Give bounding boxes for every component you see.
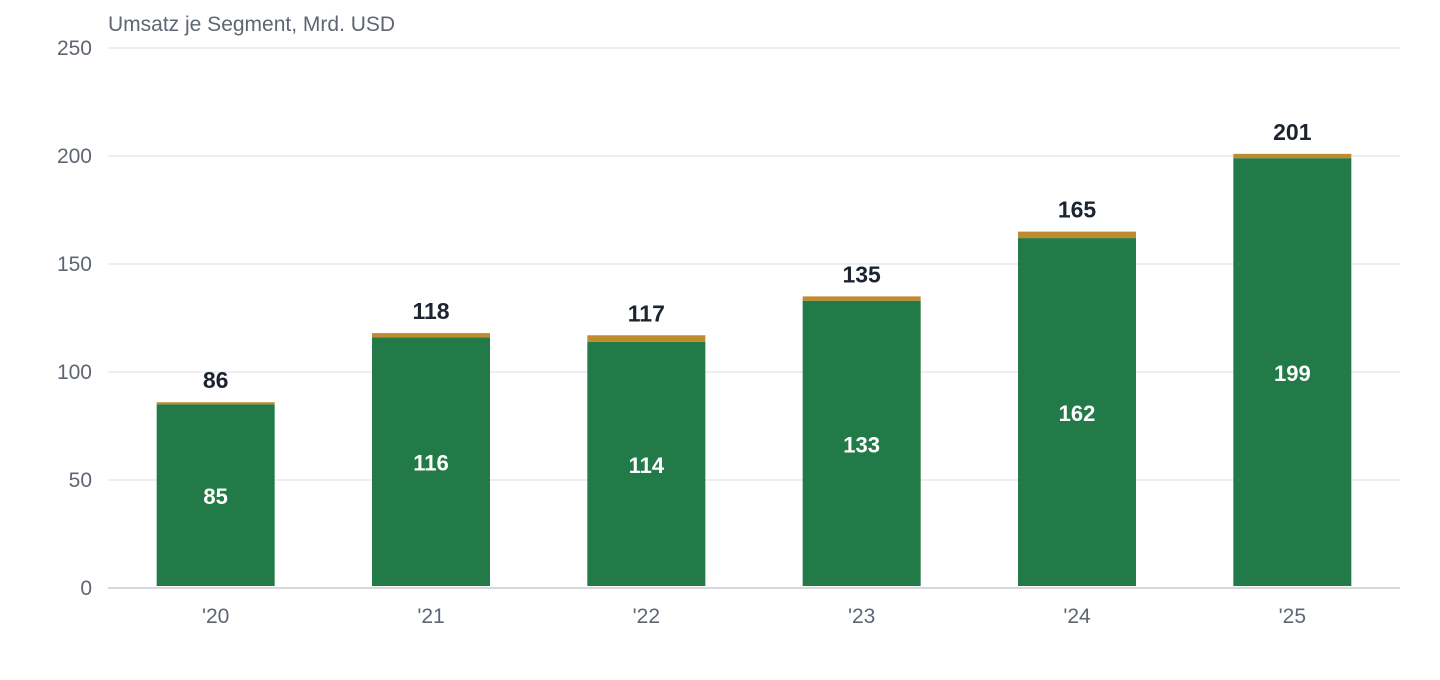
- y-tick-label: 250: [57, 37, 92, 60]
- bar-segment-main: [156, 404, 275, 586]
- bar-segment-main: [372, 337, 490, 586]
- x-tick-label: '22: [633, 605, 660, 628]
- bar-segment-main: [587, 341, 706, 586]
- y-axis-ticks: 0 50 100 150 200 250: [57, 37, 92, 600]
- bar-segment-main: [802, 300, 921, 586]
- x-tick-label: '23: [848, 605, 875, 628]
- bar-segment-main: [1233, 158, 1352, 586]
- y-tick-label: 200: [57, 145, 92, 168]
- x-axis-ticks: '20 '21 '22 '23 '24 '25: [202, 605, 1306, 628]
- data-labels: 85 86 116 118 114 117 133 135 162 165 199 201: [203, 119, 1312, 509]
- x-tick-label: '24: [1063, 605, 1091, 628]
- bar-segment-top: [1233, 153, 1352, 159]
- bar-total-label: 165: [1058, 197, 1097, 223]
- bar-total-label: 135: [842, 261, 881, 287]
- bar-segment-top: [372, 333, 490, 338]
- gridlines: [108, 47, 1400, 589]
- bar-value-label: 85: [203, 484, 227, 509]
- bar-total-label: 118: [412, 298, 449, 324]
- bar-total-label: 117: [628, 300, 665, 326]
- bar-value-label: 199: [1274, 361, 1311, 386]
- bar-value-label: 162: [1059, 401, 1096, 426]
- y-tick-label: 50: [69, 469, 92, 492]
- y-tick-label: 0: [80, 577, 92, 600]
- bar-total-label: 86: [203, 367, 229, 393]
- x-tick-label: '21: [417, 605, 444, 628]
- bar-segment-top: [802, 296, 921, 301]
- y-tick-label: 150: [57, 253, 92, 276]
- bar-segment-top: [156, 402, 275, 405]
- bar-value-label: 133: [843, 432, 880, 457]
- x-tick-label: '20: [202, 605, 229, 628]
- bar-value-label: 114: [629, 453, 665, 478]
- bar-segment-main: [1018, 238, 1136, 586]
- bar-segment-top: [1018, 231, 1136, 239]
- bar-segment-top: [587, 335, 706, 342]
- y-tick-label: 100: [57, 361, 92, 384]
- bar-total-label: 201: [1273, 119, 1312, 145]
- bars: [156, 153, 1352, 586]
- bar-value-label: 116: [413, 451, 449, 476]
- x-tick-label: '25: [1279, 605, 1306, 628]
- y-axis-title: Umsatz je Segment, Mrd. USD: [108, 13, 395, 36]
